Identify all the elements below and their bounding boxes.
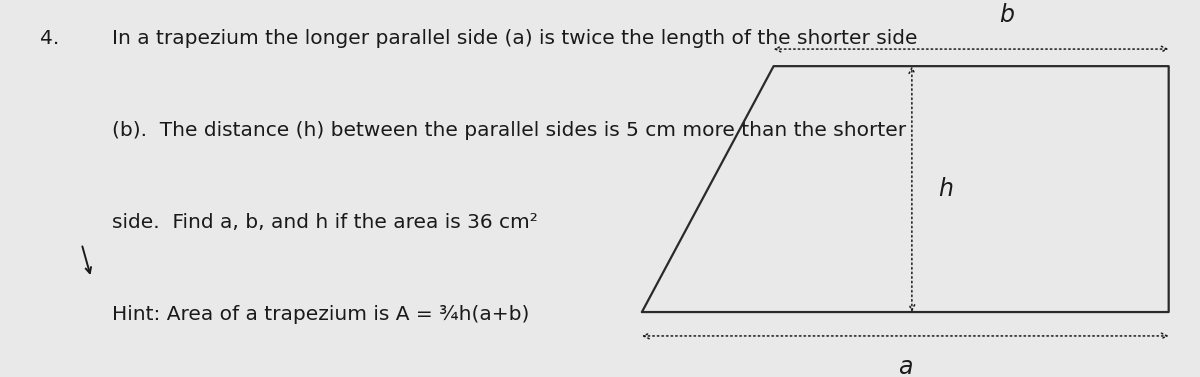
Text: h: h bbox=[938, 177, 953, 201]
Text: side.  Find a, b, and h if the area is 36 cm²: side. Find a, b, and h if the area is 36… bbox=[112, 213, 538, 232]
Text: Hint: Area of a trapezium is A = ¾h(a+b): Hint: Area of a trapezium is A = ¾h(a+b) bbox=[112, 305, 529, 324]
Text: (b).  The distance (h) between the parallel sides is 5 cm more than the shorter: (b). The distance (h) between the parall… bbox=[112, 121, 906, 140]
Text: 4.: 4. bbox=[40, 29, 59, 48]
Text: a: a bbox=[898, 355, 912, 377]
Text: b: b bbox=[1000, 3, 1014, 27]
Text: In a trapezium the longer parallel side (a) is twice the length of the shorter s: In a trapezium the longer parallel side … bbox=[112, 29, 917, 48]
